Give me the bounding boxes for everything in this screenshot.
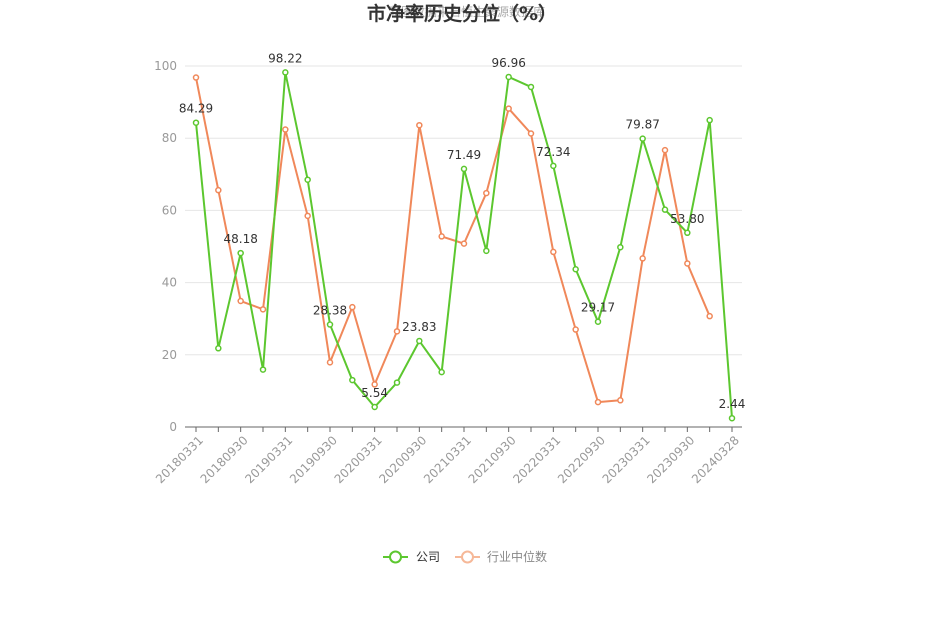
- data-label: 5.54: [361, 386, 388, 400]
- x-tick-label: 20200930: [376, 433, 429, 486]
- data-point: [617, 243, 624, 251]
- legend[interactable]: 公司 行业中位数: [383, 549, 547, 564]
- data-point: [259, 306, 267, 313]
- data-point: [438, 368, 445, 376]
- data-point: [438, 233, 445, 240]
- data-point: [684, 260, 691, 267]
- data-point: [416, 121, 423, 129]
- data-point: [259, 366, 267, 373]
- x-axis: 2018033120180930201903312019093020200331…: [153, 426, 742, 486]
- legend-label: 行业中位数: [487, 549, 547, 564]
- data-point: [572, 326, 579, 333]
- data-label: 29.17: [581, 301, 615, 315]
- data-label: 48.18: [223, 232, 257, 246]
- x-tick-label: 20200331: [332, 433, 385, 486]
- series-line: [195, 77, 711, 404]
- data-point: [304, 212, 311, 220]
- data-point: [594, 318, 602, 325]
- data-point: [706, 312, 713, 320]
- data-point: [661, 206, 669, 213]
- chart-subtitle: 制图数据来自恒生聚源数据库: [389, 4, 545, 19]
- data-point: [639, 135, 646, 142]
- y-axis: 0 20 40 60 80 100: [154, 59, 177, 434]
- y-tick-label: 100: [154, 59, 177, 73]
- data-point: [326, 321, 334, 328]
- data-point: [706, 116, 713, 124]
- data-point: [617, 397, 624, 404]
- data-point: [326, 359, 334, 366]
- series-group: [192, 69, 736, 422]
- data-point: [371, 403, 378, 411]
- y-tick-label: 80: [162, 131, 177, 145]
- data-label: 53.80: [670, 212, 704, 226]
- data-point: [192, 74, 200, 81]
- data-label: 2.44: [719, 397, 746, 411]
- data-label: 72.34: [536, 145, 570, 159]
- data-label: 71.49: [447, 148, 481, 162]
- data-point: [192, 119, 200, 126]
- data-point: [572, 265, 579, 273]
- data-label: 79.87: [625, 118, 659, 132]
- y-tick-label: 60: [162, 203, 177, 217]
- x-tick-label: 20220930: [555, 433, 608, 486]
- y-tick-label: 20: [162, 348, 177, 362]
- data-point: [237, 297, 244, 305]
- data-label: 98.22: [268, 51, 302, 65]
- data-point: [393, 379, 401, 386]
- data-point: [349, 303, 356, 311]
- legend-marker: [389, 550, 402, 564]
- data-label: 84.29: [179, 102, 213, 116]
- x-tick-label: 20190930: [287, 433, 340, 486]
- data-labels: 84.29 48.18 98.22 28.38 5.54 23.83 71.49 96.96 7…: [179, 51, 746, 411]
- data-point: [639, 255, 646, 262]
- data-label: 96.96: [491, 56, 525, 70]
- data-point: [505, 73, 512, 81]
- x-tick-label: 20210930: [466, 433, 519, 486]
- data-point: [550, 162, 557, 170]
- data-point: [282, 126, 289, 133]
- data-label: 23.83: [402, 320, 436, 334]
- legend-label: 公司: [416, 550, 440, 564]
- x-tick-label: 20230930: [644, 433, 697, 486]
- data-point: [215, 345, 222, 352]
- x-tick-label: 20180331: [153, 433, 206, 486]
- data-point: [460, 165, 468, 173]
- data-point: [460, 240, 468, 247]
- data-point: [684, 229, 691, 237]
- data-point: [661, 146, 669, 154]
- y-tick-label: 40: [162, 276, 177, 290]
- x-tick-label: 20190331: [242, 433, 295, 486]
- y-tick-label: 0: [169, 420, 177, 434]
- data-point: [215, 186, 222, 194]
- data-point: [505, 105, 512, 112]
- data-point: [483, 247, 490, 255]
- data-point: [282, 69, 289, 76]
- x-tick-label: 20210331: [421, 433, 474, 486]
- data-point: [728, 414, 736, 422]
- data-point: [483, 189, 490, 197]
- legend-marker: [461, 550, 474, 564]
- data-point: [594, 398, 602, 406]
- x-tick-label: 20220331: [510, 433, 563, 486]
- data-point: [550, 248, 557, 256]
- grid-lines: [185, 65, 742, 356]
- data-point: [527, 130, 535, 137]
- data-label: 28.38: [313, 304, 347, 318]
- data-point: [237, 249, 244, 257]
- data-point: [304, 176, 311, 183]
- x-tick-label: 20230331: [600, 433, 653, 486]
- data-point: [527, 83, 535, 91]
- chart-title: 市净率历史分位（%）: [367, 2, 557, 25]
- x-tick-label: 20240328: [689, 433, 742, 486]
- data-point: [371, 381, 378, 388]
- data-point: [393, 328, 401, 335]
- data-point: [416, 337, 423, 345]
- data-point: [349, 376, 356, 384]
- x-tick-label: 20180930: [198, 433, 251, 486]
